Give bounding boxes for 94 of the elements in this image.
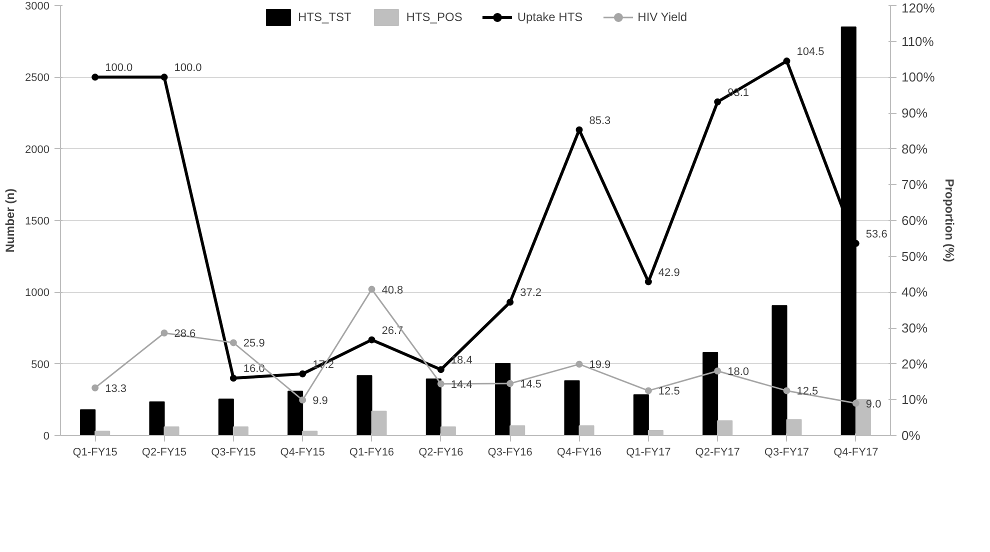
y2-tick-label: 120%	[902, 0, 936, 16]
y-tick-label: 3000	[25, 0, 50, 12]
y-tick-label: 1500	[25, 216, 50, 228]
y2-axis-title: Proportion (%)	[942, 178, 957, 262]
y-tick-label: 1000	[25, 287, 50, 300]
x-tick-label: Q3-FY16	[488, 446, 532, 458]
data-label: 14.5	[520, 378, 542, 391]
y2-tick-label: 30%	[902, 320, 928, 336]
bar	[288, 390, 304, 436]
x-tick-label: Q4-FY15	[280, 446, 325, 458]
bar	[564, 380, 580, 436]
data-label: 100.0	[105, 62, 133, 74]
point	[368, 286, 376, 293]
point	[92, 74, 99, 81]
y2-tick-label: 40%	[902, 284, 928, 300]
data-label: 37.2	[520, 287, 542, 300]
data-label: 100.0	[174, 62, 202, 74]
bar	[495, 363, 511, 436]
legend-label: HTS_POS	[406, 10, 462, 24]
data-label: 40.8	[382, 284, 404, 296]
bar	[633, 394, 649, 436]
x-tick-label: Q4-FY16	[556, 446, 602, 458]
point	[644, 278, 652, 286]
bar	[149, 401, 165, 436]
legend-label: Uptake HTS	[517, 10, 583, 24]
data-label: 26.7	[382, 324, 404, 337]
data-label: 9.0	[866, 398, 882, 410]
data-label: 14.4	[450, 378, 472, 391]
x-tick-label: Q1-FY15	[72, 446, 118, 458]
data-label: 19.9	[589, 359, 611, 372]
y2-tick-label: 60%	[902, 213, 928, 228]
legend-label: HIV Yield	[638, 10, 688, 24]
point	[160, 74, 168, 81]
data-label: 18.0	[728, 366, 750, 378]
x-tick-label: Q3-FY15	[211, 446, 256, 458]
y2-tick-label: 0%	[902, 428, 921, 443]
x-tick-label: Q1-FY17	[626, 446, 671, 458]
data-label: 13.3	[105, 382, 127, 395]
point	[92, 384, 99, 392]
y2-tick-label: 100%	[902, 70, 936, 85]
point	[437, 380, 444, 388]
x-tick-label: Q3-FY17	[764, 446, 810, 458]
y-axis-title: Number (n)	[3, 188, 18, 252]
y2-tick-label: 90%	[902, 106, 928, 120]
point	[644, 387, 652, 394]
data-label: 42.9	[658, 266, 680, 279]
data-label: 104.5	[796, 46, 824, 58]
y-tick-label: 2500	[25, 72, 50, 84]
bar	[218, 398, 234, 436]
y-tick-label: 0	[43, 430, 50, 442]
data-label: 16.0	[243, 363, 265, 376]
y2-tick-label: 20%	[902, 356, 928, 372]
point	[506, 380, 514, 388]
y-tick-label: 500	[31, 358, 50, 371]
data-label: 12.5	[658, 386, 680, 398]
y2-tick-label: 50%	[902, 248, 928, 264]
data-label: 53.6	[866, 228, 888, 240]
point	[230, 374, 237, 382]
data-label: 12.5	[796, 386, 818, 398]
data-label: 9.9	[312, 395, 328, 408]
point	[714, 98, 722, 106]
point	[576, 360, 583, 368]
data-label: 25.9	[243, 338, 265, 350]
point	[368, 336, 376, 344]
x-tick-label: Q2-FY16	[418, 446, 464, 458]
y2-tick-label: 110%	[902, 34, 934, 49]
bar	[80, 409, 96, 436]
legend-label: HTS_TST	[298, 10, 352, 24]
point	[230, 339, 237, 346]
x-tick-label: Q4-FY17	[834, 446, 878, 458]
x-tick-label: Q2-FY17	[695, 446, 740, 458]
point	[506, 298, 514, 306]
point	[783, 387, 790, 394]
data-label: 18.4	[450, 354, 472, 367]
point	[299, 370, 306, 378]
point	[299, 396, 306, 404]
point	[783, 58, 790, 65]
y-tick-label: 2000	[25, 144, 50, 156]
data-label: 28.6	[174, 328, 196, 340]
point	[576, 126, 583, 134]
y2-tick-label: 80%	[902, 141, 928, 156]
x-tick-label: Q1-FY16	[349, 446, 394, 458]
bar	[772, 305, 788, 436]
point	[714, 368, 722, 374]
bar	[702, 352, 718, 436]
bar	[426, 378, 442, 436]
y2-tick-label: 70%	[902, 177, 928, 192]
point	[852, 400, 860, 407]
bar	[356, 375, 372, 436]
y2-tick-label: 10%	[902, 392, 928, 408]
point	[160, 330, 168, 337]
data-label: 85.3	[589, 114, 611, 127]
point	[437, 366, 444, 374]
x-tick-label: Q2-FY15	[142, 446, 187, 458]
